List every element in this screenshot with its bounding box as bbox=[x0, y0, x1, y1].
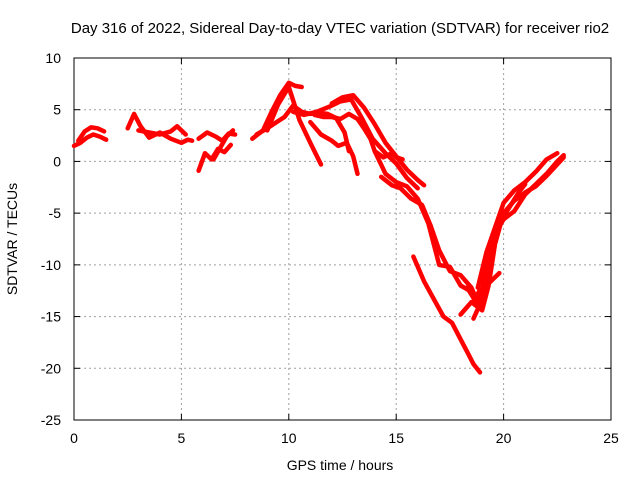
x-axis-label: GPS time / hours bbox=[287, 457, 394, 473]
x-tick-label: 15 bbox=[388, 430, 404, 446]
y-tick-label: -15 bbox=[41, 309, 61, 325]
x-tick-label: 25 bbox=[603, 430, 619, 446]
series-line-arc-4 bbox=[136, 124, 188, 137]
series-line-arc-22 bbox=[471, 270, 502, 305]
series-line-arc-1 bbox=[71, 132, 109, 149]
x-tick-label: 20 bbox=[496, 430, 512, 446]
y-tick-label: -20 bbox=[41, 360, 61, 376]
x-tick-label: 5 bbox=[178, 430, 186, 446]
series-line-arc-20 bbox=[475, 150, 560, 290]
chart-title: Day 316 of 2022, Sidereal Day-to-day VTE… bbox=[71, 20, 609, 37]
series-line-arc-11 bbox=[290, 97, 420, 191]
series-line-arc-17 bbox=[411, 254, 483, 375]
y-axis-label: SDTVAR / TECUs bbox=[4, 183, 20, 295]
x-tick-label: 10 bbox=[281, 430, 297, 446]
plot-frame bbox=[73, 57, 612, 421]
series-line-arc-19 bbox=[471, 152, 566, 321]
y-tick-label: -25 bbox=[41, 412, 61, 428]
series-line-arc-16 bbox=[378, 174, 481, 305]
series-line-arc-12 bbox=[329, 92, 427, 188]
series-layer bbox=[71, 80, 566, 375]
series-line-arc-21 bbox=[464, 181, 528, 307]
y-tick-label: 10 bbox=[45, 50, 61, 66]
x-tick-layer: 0 5 10 15 20 25 bbox=[70, 58, 619, 446]
series-line-arc-14 bbox=[312, 111, 405, 162]
y-tick-label: -5 bbox=[49, 205, 62, 221]
y-tick-label: 5 bbox=[53, 102, 61, 118]
series-line-arc-13 bbox=[308, 119, 360, 177]
series-line-arc-18 bbox=[458, 155, 566, 317]
series-line-arc-2 bbox=[76, 125, 107, 143]
grid-layer bbox=[74, 58, 611, 420]
series-line-arc-7 bbox=[211, 128, 236, 162]
series-line-arc-9 bbox=[265, 84, 324, 167]
y-tick-label: -10 bbox=[41, 257, 61, 273]
y-tick-label: 0 bbox=[53, 153, 61, 169]
x-tick-label: 0 bbox=[70, 430, 78, 446]
y-tick-layer: -25 -20 -15 -10 -5 0 5 10 bbox=[41, 50, 611, 428]
